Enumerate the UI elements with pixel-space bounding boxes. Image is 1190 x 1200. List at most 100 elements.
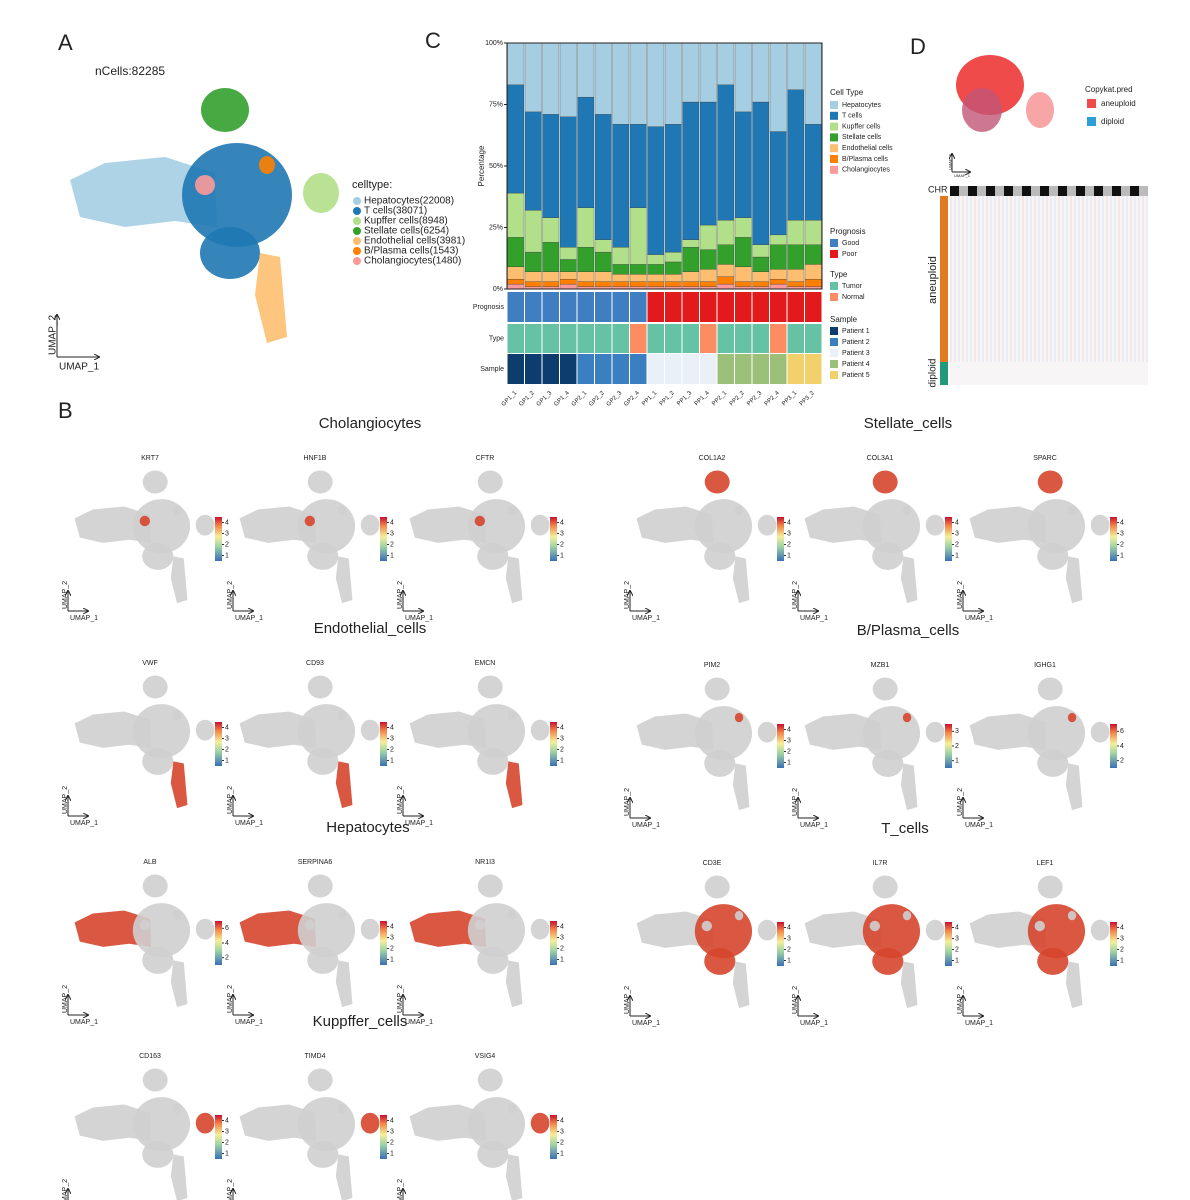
colorbar-tick-label: 1: [787, 552, 791, 559]
heatmap-stripe: [1070, 196, 1072, 362]
axis-label: UMAP_2: [48, 315, 59, 355]
cell-cluster: [757, 919, 777, 941]
cell-cluster: [74, 711, 152, 748]
cell-cluster: [1037, 875, 1063, 899]
cell-cluster: [530, 918, 550, 940]
axis-label: UMAP_2: [227, 581, 234, 609]
cell-cluster: [170, 761, 188, 809]
colorbar: [777, 922, 784, 966]
cell-cluster: [239, 1104, 317, 1141]
heatmap-stripe: [994, 196, 996, 362]
gene-label: CD163: [139, 1053, 161, 1060]
cell-cluster: [307, 946, 339, 974]
cell-cluster: [701, 722, 712, 734]
annotation-cell: [595, 354, 612, 384]
colorbar-tick-label: 4: [390, 519, 394, 526]
y-axis-label: Percentage: [477, 145, 486, 186]
bar-segment: [734, 111, 752, 218]
bar-segment: [734, 217, 752, 238]
chr-segment: [1130, 186, 1139, 196]
colorbar-tick-label: 2: [225, 746, 229, 753]
heatmap-stripe: [974, 196, 976, 362]
cell-cluster: [335, 556, 353, 604]
panel-label: B: [58, 398, 73, 423]
bar-segment: [524, 281, 542, 287]
legend-label: Kupffer cells: [842, 123, 881, 130]
bar-segment: [647, 264, 665, 275]
heatmap-stripe: [1046, 196, 1048, 362]
colorbar-tick-label: 4: [225, 1117, 229, 1124]
annotation-cell: [805, 354, 822, 384]
bar-segment: [682, 239, 700, 248]
chr-segment: [1040, 186, 1049, 196]
x-tick-label: PP1_3: [676, 390, 693, 407]
bar-segment: [682, 271, 700, 282]
row-label: diploid: [928, 359, 939, 388]
bar-segment: [594, 251, 612, 272]
umap-plot: [636, 677, 777, 811]
cell-cluster: [636, 713, 714, 750]
cell-cluster: [1067, 712, 1077, 723]
cell-cluster: [307, 747, 339, 775]
cell-cluster: [307, 1140, 339, 1168]
bar-segment: [577, 271, 595, 282]
umap-plot: [804, 875, 945, 1009]
colorbar-tick-label: 2: [390, 746, 394, 753]
axis-label: UMAP_2: [397, 1179, 404, 1200]
heatmap-stripe: [1034, 196, 1036, 362]
cell-cluster: [872, 749, 904, 777]
heatmap-stripe: [950, 196, 952, 362]
group-title: Endothelial_cells: [314, 620, 427, 637]
cell-cluster: [360, 918, 380, 940]
bar-segment: [647, 281, 665, 287]
bar-segment: [769, 269, 787, 280]
group-title: Hepatocytes: [326, 819, 409, 836]
chr-segment: [1031, 186, 1040, 196]
gene-label: VWF: [142, 660, 158, 667]
legend-label: Kupffer cells(8948): [364, 216, 448, 227]
bar-segment: [629, 42, 647, 125]
axis-label: UMAP_1: [632, 1020, 660, 1027]
cell-cluster: [360, 514, 380, 536]
legend-swatch: [830, 338, 838, 346]
colorbar-tick-label: 4: [560, 1117, 564, 1124]
bar-segment: [682, 42, 700, 103]
heatmap-stripe: [1050, 196, 1052, 362]
colorbar-tick-label: 1: [225, 1150, 229, 1157]
cell-cluster: [902, 505, 912, 516]
gene-label: KRT7: [141, 455, 159, 462]
legend-label: T cells(38071): [364, 206, 427, 217]
colorbar: [550, 722, 557, 766]
cell-cluster: [307, 542, 339, 570]
bar-segment: [752, 271, 770, 282]
cell-cluster: [732, 556, 750, 604]
cell-cluster: [701, 920, 712, 932]
colorbar-tick-label: 2: [955, 743, 959, 750]
legend-swatch: [830, 327, 838, 335]
axis-label: UMAP_2: [62, 786, 69, 814]
y-tick-label: 100%: [485, 40, 503, 47]
legend-swatch: [830, 155, 838, 163]
umap-plot: [969, 875, 1110, 1009]
legend-label: Stellate cells(6254): [364, 226, 449, 237]
cell-cluster: [172, 505, 182, 516]
heatmap-stripe: [1022, 196, 1024, 362]
heatmap-stripe: [998, 196, 1000, 362]
bar-segment: [577, 207, 595, 248]
annotation-cell: [665, 292, 682, 322]
cell-cluster: [505, 556, 523, 604]
bar-segment: [664, 251, 682, 263]
cell-cluster: [142, 675, 168, 699]
group-title: Cholangiocytes: [319, 415, 422, 432]
colorbar: [945, 922, 952, 966]
cell-cluster: [477, 542, 509, 570]
umap-plot: [70, 88, 339, 343]
cell-cluster: [307, 470, 333, 494]
cell-cluster: [170, 556, 188, 604]
cell-cluster: [704, 947, 736, 975]
chr-segment: [1067, 186, 1076, 196]
bar-segment: [542, 271, 560, 282]
bar-segment: [699, 224, 717, 250]
heatmap-stripe: [1026, 196, 1028, 362]
gene-label: VSIG4: [475, 1053, 496, 1060]
